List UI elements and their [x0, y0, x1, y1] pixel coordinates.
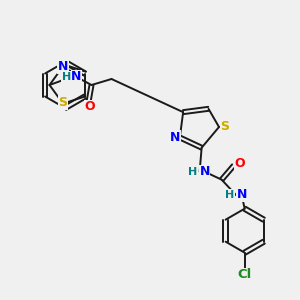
Text: N: N	[58, 60, 68, 73]
Text: O: O	[234, 157, 245, 170]
Text: H: H	[225, 190, 234, 200]
Text: H: H	[188, 167, 197, 177]
Text: H: H	[62, 72, 71, 82]
Text: N: N	[236, 188, 247, 201]
Text: N: N	[71, 70, 82, 83]
Text: N: N	[200, 165, 210, 178]
Text: S: S	[58, 96, 68, 109]
Text: O: O	[84, 100, 95, 113]
Text: S: S	[220, 119, 230, 133]
Text: N: N	[169, 131, 180, 144]
Text: Cl: Cl	[238, 268, 252, 281]
